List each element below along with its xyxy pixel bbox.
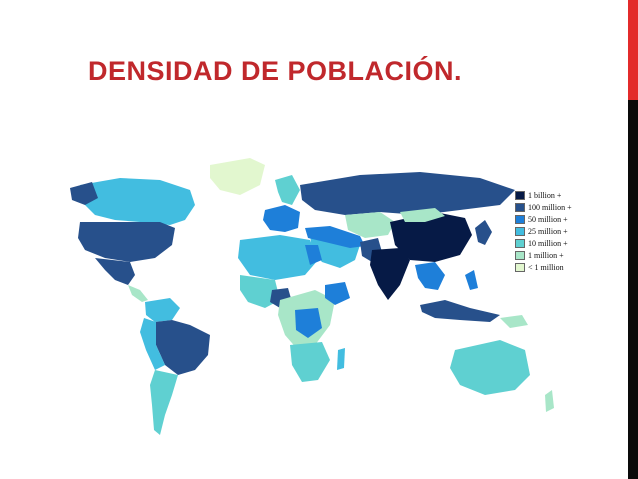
region-mongolia — [400, 208, 445, 222]
region-west-africa — [240, 275, 280, 308]
region-egypt — [305, 245, 322, 265]
region-scandinavia — [275, 175, 300, 205]
region-usa — [78, 222, 175, 262]
region-russia — [300, 172, 515, 215]
legend-label: 1 billion + — [528, 191, 562, 200]
region-china — [390, 212, 472, 262]
legend-swatch — [515, 191, 525, 200]
region-central-asia — [345, 212, 395, 238]
legend-swatch — [515, 215, 525, 224]
legend-label: 10 million + — [528, 239, 568, 248]
legend-item: 1 million + — [515, 250, 585, 261]
region-philippines — [465, 270, 478, 290]
legend-item: 50 million + — [515, 214, 585, 225]
region-central-america — [128, 285, 148, 302]
legend-label: 100 million + — [528, 203, 572, 212]
legend-item: < 1 million — [515, 262, 585, 273]
accent-bar-red — [628, 0, 638, 100]
region-australia — [450, 340, 530, 395]
legend-swatch — [515, 251, 525, 260]
legend-label: 50 million + — [528, 215, 568, 224]
region-ethiopia — [325, 282, 350, 305]
region-brazil — [155, 320, 210, 375]
accent-bar-black — [628, 100, 638, 479]
region-greenland — [210, 158, 265, 195]
legend-swatch — [515, 239, 525, 248]
region-papua — [500, 315, 528, 328]
region-turkey-iran — [305, 226, 365, 248]
region-north-africa — [238, 235, 318, 280]
region-western-europe — [263, 205, 300, 232]
region-new-zealand — [545, 390, 554, 412]
region-northern-south-america — [145, 298, 180, 322]
region-indonesia — [420, 300, 500, 322]
slide-title: DENSIDAD DE POBLACIÓN. — [88, 56, 463, 86]
region-peru-bolivia — [140, 318, 165, 370]
region-madagascar — [337, 348, 345, 370]
legend-label: 1 million + — [528, 251, 564, 260]
region-alaska — [70, 182, 98, 205]
region-canada — [80, 178, 195, 225]
legend-item: 1 billion + — [515, 190, 585, 201]
legend-item: 10 million + — [515, 238, 585, 249]
legend-item: 100 million + — [515, 202, 585, 213]
region-india — [370, 248, 410, 300]
legend-swatch — [515, 227, 525, 236]
legend-swatch — [515, 263, 525, 272]
region-dr-congo — [295, 308, 322, 338]
region-mexico — [95, 258, 135, 285]
map-legend: 1 billion + 100 million + 50 million + 25 m… — [515, 190, 585, 274]
region-argentina-chile — [150, 370, 178, 435]
region-southern-africa — [290, 342, 330, 382]
legend-label: < 1 million — [528, 263, 564, 272]
region-japan — [475, 220, 492, 245]
legend-item: 25 million + — [515, 226, 585, 237]
legend-label: 25 million + — [528, 227, 568, 236]
legend-swatch — [515, 203, 525, 212]
world-map — [70, 158, 554, 435]
region-southeast-asia — [415, 262, 445, 290]
